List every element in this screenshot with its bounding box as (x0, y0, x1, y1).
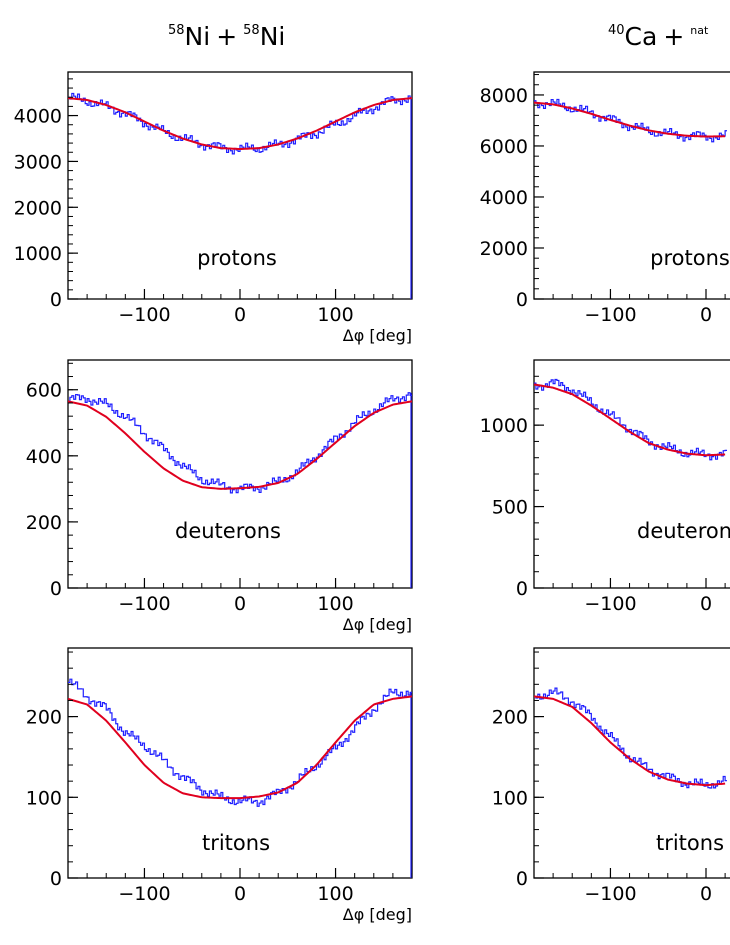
fit-curve (534, 383, 726, 457)
y-tick-label: 8000 (480, 85, 528, 107)
fit-curve (68, 97, 412, 151)
title-right-element-a: Ca (625, 22, 658, 51)
x-tick-label: 100 (317, 304, 353, 326)
y-tick-label: 1000 (14, 243, 62, 265)
plot-frame (533, 359, 730, 589)
title-left-plus: + (216, 22, 237, 51)
y-tick-label: 600 (26, 380, 62, 402)
y-tick-label: 3000 (14, 151, 62, 173)
plot-frame (533, 71, 730, 300)
column-title-right: 40Ca + nat (608, 22, 709, 51)
x-axis-label: Δφ [deg] (343, 615, 412, 634)
title-left-element-b: Ni (260, 22, 286, 51)
histogram-series (68, 678, 412, 807)
column-title-left: 58Ni +58Ni (168, 22, 285, 51)
fit-curve (68, 695, 412, 800)
fit-curve (68, 400, 412, 490)
y-tick-label: 0 (50, 868, 62, 890)
x-tick-label: 0 (700, 883, 712, 905)
x-tick-label: −100 (584, 883, 636, 905)
y-tick-label: 0 (516, 289, 528, 311)
particle-label: tritons (202, 831, 270, 855)
y-tick-label: 0 (50, 578, 62, 600)
x-tick-label: 0 (700, 593, 712, 615)
y-tick-label: 2000 (14, 197, 62, 219)
y-tick-label: 400 (26, 446, 62, 468)
fit-curve (534, 101, 726, 138)
y-tick-label: 100 (26, 787, 62, 809)
title-right-plus: + (663, 22, 684, 51)
x-tick-label: 0 (234, 883, 246, 905)
panel-ca-tritons: 0 100 200 −100 0 tritons (492, 647, 730, 905)
y-tick-label: 0 (50, 289, 62, 311)
title-right-mass-b: nat (690, 24, 709, 37)
histogram-series (534, 378, 728, 461)
particle-label: deuterons (175, 519, 281, 543)
x-tick-label: −100 (584, 304, 636, 326)
svg-text:40Ca+nat: 40Ca + nat (608, 22, 709, 51)
x-axis-label: Δφ [deg] (343, 905, 412, 924)
fit-curve (534, 695, 726, 787)
title-left-element-a: Ni (185, 22, 211, 51)
y-tick-label: 500 (492, 497, 528, 519)
x-tick-label: 0 (234, 304, 246, 326)
y-tick-label: 1000 (480, 415, 528, 437)
histogram-series (68, 392, 412, 494)
title-left-mass-a: 58 (168, 23, 185, 38)
particle-label: protons (650, 246, 730, 270)
y-tick-label: 0 (516, 578, 528, 600)
y-tick-label: 4000 (480, 187, 528, 209)
y-tick-label: 200 (26, 707, 62, 729)
panel-ca-deuterons: 0 500 1000 −100 0 deuterons (480, 359, 730, 615)
y-tick-label: 4000 (14, 106, 62, 128)
x-tick-label: 0 (234, 593, 246, 615)
x-tick-label: −100 (584, 593, 636, 615)
x-tick-label: −100 (118, 304, 170, 326)
plot-frame (67, 359, 413, 589)
particle-label: deuterons (637, 519, 730, 543)
y-tick-label: 200 (492, 707, 528, 729)
panel-ca-protons: 0 2000 4000 6000 8000 −100 0 protons (480, 71, 730, 326)
histogram-series (534, 687, 728, 789)
y-tick-label: 200 (26, 512, 62, 534)
y-tick-label: 100 (492, 787, 528, 809)
y-tick-label: 6000 (480, 136, 528, 158)
y-tick-label: 0 (516, 868, 528, 890)
x-tick-label: 100 (317, 593, 353, 615)
x-tick-label: −100 (118, 593, 170, 615)
svg-text:58Ni+58Ni: 58Ni +58Ni (168, 22, 285, 51)
x-tick-label: −100 (118, 883, 170, 905)
x-tick-label: 100 (317, 883, 353, 905)
x-tick-label: 0 (700, 304, 712, 326)
title-right-mass-a: 40 (608, 23, 625, 38)
x-axis-label: Δφ [deg] (343, 326, 412, 345)
y-tick-label: 2000 (480, 238, 528, 260)
title-left-mass-b: 58 (243, 23, 260, 38)
particle-label: protons (197, 246, 277, 270)
histogram-series (68, 92, 412, 155)
particle-label: tritons (656, 831, 724, 855)
plot-frame (533, 647, 730, 879)
